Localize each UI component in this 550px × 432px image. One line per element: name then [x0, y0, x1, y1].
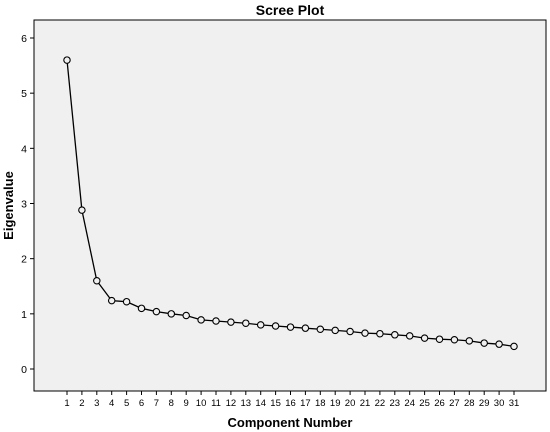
x-tick-label: 16: [285, 398, 296, 409]
data-point: [107, 296, 116, 305]
x-tick-label: 23: [390, 398, 401, 409]
x-tick-label: 3: [94, 398, 99, 409]
data-point: [435, 335, 444, 343]
x-tick-label: 21: [360, 398, 371, 409]
y-tick-label: 3: [21, 199, 27, 211]
y-tick-label: 6: [21, 33, 27, 45]
data-point: [405, 332, 414, 340]
data-point: [331, 326, 339, 335]
data-point: [361, 329, 369, 337]
data-point: [286, 323, 295, 331]
x-tick-label: 27: [449, 398, 460, 409]
x-tick-label: 11: [211, 398, 221, 409]
x-tick-label: 12: [226, 398, 237, 409]
y-tick-label: 1: [21, 309, 27, 321]
data-point: [301, 324, 310, 332]
y-axis-label: Eigenvalue: [1, 171, 16, 240]
plot-area: [33, 19, 547, 392]
data-point: [212, 317, 220, 325]
x-tick-label: 22: [375, 398, 386, 409]
data-point: [420, 334, 429, 342]
x-tick-label: 14: [255, 398, 266, 409]
data-point: [197, 316, 205, 324]
x-tick-label: 1: [64, 398, 69, 409]
x-tick-label: 15: [270, 398, 281, 409]
data-point: [495, 340, 503, 348]
data-point: [137, 304, 146, 313]
data-point: [465, 337, 474, 345]
data-point: [346, 327, 354, 336]
x-tick-label: 4: [109, 398, 114, 409]
x-tick-label: 9: [184, 398, 189, 409]
data-point: [316, 325, 325, 334]
y-tick-label: 0: [21, 364, 27, 376]
x-tick-label: 18: [315, 398, 326, 409]
x-tick-label: 30: [494, 398, 505, 409]
data-point: [227, 318, 235, 326]
x-tick-label: 17: [300, 398, 311, 409]
x-tick-label: 31: [509, 398, 520, 409]
data-point: [182, 311, 190, 320]
x-axis: 1 2 3 4 5 6 7 8 9 10 11 12 13 14 15 16 17 18 19 20 21 22 23 24 2…: [64, 391, 519, 409]
data-point: [242, 319, 250, 327]
x-tick-label: 25: [419, 398, 430, 409]
data-point: [167, 310, 176, 318]
y-tick-label: 2: [21, 254, 27, 266]
data-point: [78, 206, 86, 214]
x-tick-label: 26: [434, 398, 445, 409]
x-tick-label: 2: [79, 398, 84, 409]
x-tick-label: 6: [139, 398, 144, 409]
data-point: [93, 276, 101, 285]
x-tick-label: 10: [196, 398, 207, 409]
x-tick-label: 13: [241, 398, 252, 409]
data-point: [391, 331, 399, 339]
x-axis-label: Component Number: [228, 415, 353, 430]
data-point: [63, 56, 71, 64]
data-point: [376, 329, 384, 338]
data-point: [480, 339, 488, 347]
data-point: [510, 342, 518, 351]
data-points: [63, 56, 518, 351]
x-tick-label: 5: [124, 398, 129, 409]
data-point: [152, 307, 161, 316]
data-point: [122, 297, 131, 306]
data-point: [450, 336, 459, 344]
data-point: [271, 322, 280, 330]
x-tick-label: 24: [404, 398, 415, 409]
y-tick-label: 4: [21, 143, 27, 155]
data-point: [256, 321, 265, 329]
x-tick-label: 19: [330, 398, 341, 409]
x-tick-label: 28: [464, 398, 475, 409]
x-tick-label: 7: [154, 398, 159, 409]
chart-title: Scree Plot: [256, 2, 325, 18]
y-tick-label: 5: [21, 88, 27, 100]
y-axis: 0 1 2 3 4 5 6: [21, 33, 34, 376]
x-tick-label: 29: [479, 398, 490, 409]
x-tick-label: 8: [169, 398, 174, 409]
x-tick-label: 20: [345, 398, 356, 409]
